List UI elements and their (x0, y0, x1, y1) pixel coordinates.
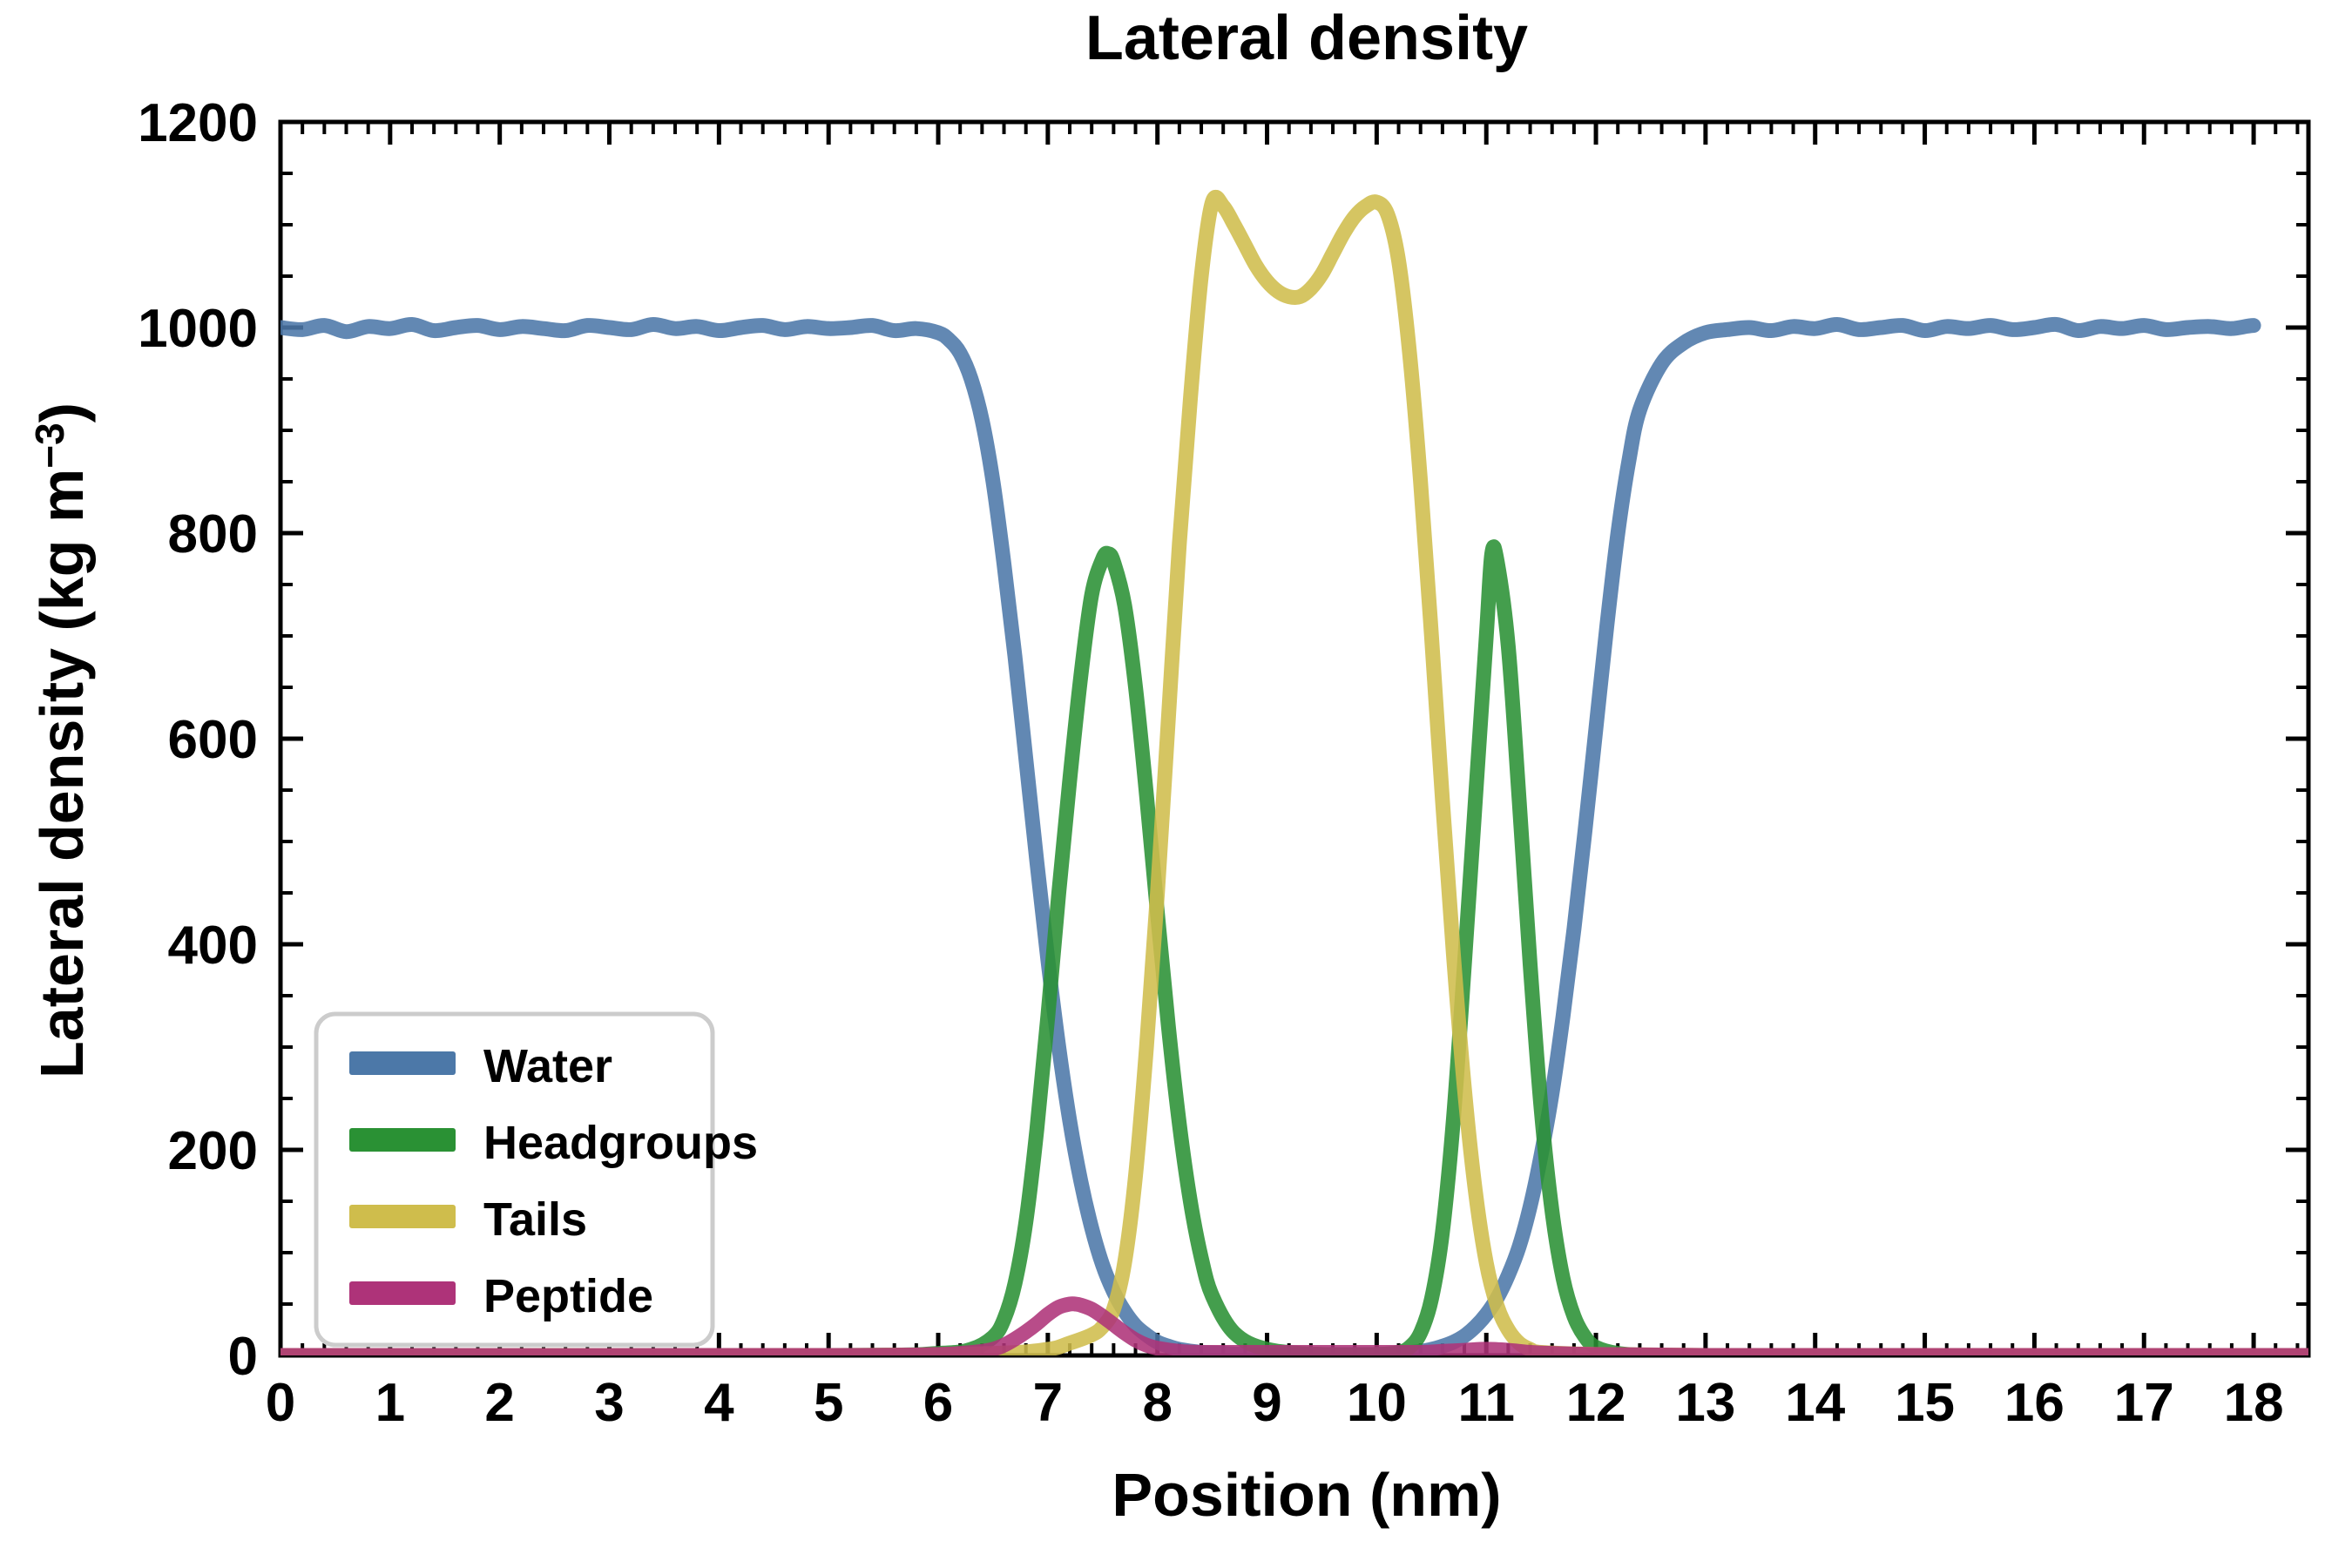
legend-swatch-peptide[interactable] (349, 1281, 456, 1305)
x-tick-label: 18 (2224, 1373, 2284, 1433)
x-tick-label: 9 (1252, 1373, 1281, 1433)
x-tick-label: 4 (704, 1373, 734, 1433)
x-tick-label: 0 (266, 1373, 295, 1433)
y-tick-label: 1000 (138, 299, 258, 359)
x-tick-label: 5 (814, 1373, 843, 1433)
legend-box (314, 1011, 715, 1348)
y-axis-title-superscript: −3 (27, 422, 72, 468)
legend-swatch-headgroups[interactable] (349, 1128, 456, 1152)
y-tick-label: 800 (168, 504, 258, 564)
x-axis-title: Position (nm) (1112, 1461, 1501, 1529)
legend-label-tails: Tails (483, 1193, 587, 1246)
chart-legend[interactable]: Water Headgroups Tails Peptide (314, 1011, 758, 1348)
series-line-tails (280, 190, 2308, 1355)
legend-label-peptide: Peptide (483, 1270, 653, 1322)
x-tick-label: 1 (375, 1373, 405, 1433)
y-axis-title: Lateral density (kg m−3) (27, 402, 96, 1078)
legend-swatch-water[interactable] (349, 1051, 456, 1075)
series-line-peptide (280, 1296, 2308, 1355)
x-tick-label: 2 (484, 1373, 514, 1433)
y-tick-label: 0 (228, 1327, 258, 1387)
x-tick-label: 10 (1347, 1373, 1407, 1433)
y-axis-title-close: ) (28, 402, 96, 422)
x-tick-label: 12 (1566, 1373, 1626, 1433)
legend-swatch-tails[interactable] (349, 1205, 456, 1228)
x-tick-label: 13 (1675, 1373, 1735, 1433)
y-axis-title-main: Lateral density (kg m (28, 469, 96, 1078)
legend-label-headgroups: Headgroups (483, 1117, 758, 1169)
y-tick-label: 200 (168, 1121, 258, 1181)
x-tick-label: 6 (923, 1373, 953, 1433)
y-tick-label: 400 (168, 916, 258, 976)
data-series-group (280, 190, 2308, 1355)
x-tick-label: 17 (2114, 1373, 2174, 1433)
legend-label-water: Water (483, 1040, 612, 1092)
x-tick-label: 15 (1895, 1373, 1955, 1433)
axis-tick-labels: 0 1 2 3 4 5 6 7 8 9 10 11 12 13 14 15 16 17 18020040060080… (138, 93, 2284, 1433)
x-tick-label: 11 (1457, 1373, 1515, 1433)
x-tick-label: 14 (1785, 1373, 1845, 1433)
x-tick-label: 3 (594, 1373, 624, 1433)
y-tick-label: 600 (168, 710, 258, 770)
x-tick-label: 7 (1033, 1373, 1063, 1433)
x-tick-label: 8 (1142, 1373, 1172, 1433)
svg-text:Lateral density (kg m−3): Lateral density (kg m−3) (27, 402, 96, 1078)
y-tick-label: 1200 (138, 93, 258, 153)
x-tick-label: 16 (2004, 1373, 2065, 1433)
chart-title: Lateral density (1085, 3, 1528, 73)
